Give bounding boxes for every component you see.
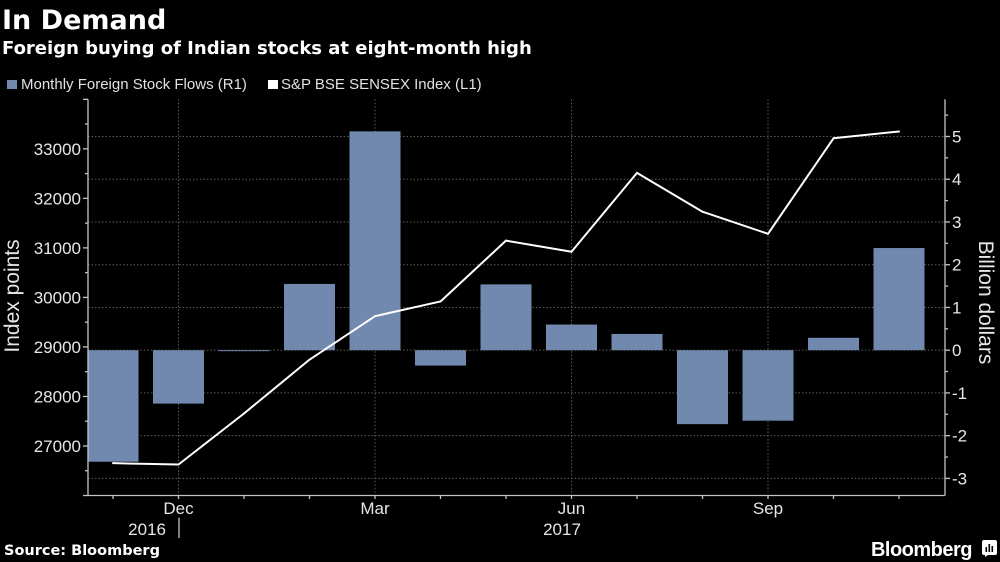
- legend-label-foreign-flows: Monthly Foreign Stock Flows (R1): [21, 76, 247, 93]
- sensex-point: [505, 239, 507, 242]
- foreign-flow-bar: [349, 131, 401, 351]
- legend-swatch-sensex: [268, 79, 278, 89]
- right-axis-tick-label: -1: [952, 384, 967, 403]
- foreign-flow-bars: [87, 131, 925, 462]
- foreign-flow-bar: [611, 333, 663, 351]
- brand-logo-text: Bloomberg: [870, 539, 973, 561]
- chart-subtitle: Foreign buying of Indian stocks at eight…: [2, 38, 532, 59]
- left-axis-tick-label: 27000: [34, 437, 81, 456]
- x-axis-month-label: Mar: [360, 499, 390, 518]
- left-axis-tick-label: 29000: [34, 338, 81, 357]
- foreign-flow-bar: [808, 337, 859, 351]
- x-axis-month-label: Dec: [163, 499, 194, 518]
- foreign-flow-bar: [677, 350, 728, 425]
- sensex-point: [374, 315, 376, 318]
- left-axis-tick-label: 32000: [34, 189, 81, 208]
- sensex-point: [832, 137, 835, 140]
- right-axis-tick-label: 5: [952, 127, 961, 146]
- right-axis-tick-label: 4: [952, 170, 961, 189]
- foreign-flow-bar: [153, 350, 204, 404]
- right-axis-tick-label: -3: [952, 469, 967, 488]
- foreign-flow-bar: [284, 283, 335, 351]
- right-axis-tick-label: 2: [952, 256, 961, 275]
- gridlines: [88, 99, 945, 496]
- sensex-point: [701, 210, 704, 213]
- foreign-flow-bar: [546, 324, 597, 351]
- sensex-point: [570, 250, 573, 253]
- left-axis-title: Index points: [1, 239, 24, 352]
- left-axis-tick-label: 28000: [34, 387, 81, 406]
- x-axis-month-label: Jun: [558, 499, 585, 518]
- right-axis-tick-label: -2: [952, 427, 967, 446]
- right-axis-tick-label: 1: [952, 298, 961, 317]
- sensex-point: [439, 300, 442, 303]
- legend-label-sensex: S&P BSE SENSEX Index (L1): [281, 76, 482, 93]
- sensex-point: [898, 130, 900, 133]
- sensex-point: [112, 462, 114, 465]
- x-axis-year-label: 2017: [543, 520, 581, 539]
- foreign-flow-bar: [480, 284, 532, 351]
- sensex-series: [112, 130, 900, 466]
- chart-title: In Demand: [2, 5, 167, 36]
- right-axis-tick-label: 3: [952, 213, 961, 232]
- sensex-point: [243, 412, 245, 415]
- x-axis-month-label: Sep: [753, 499, 783, 518]
- foreign-flow-bar: [87, 350, 139, 462]
- sensex-point: [767, 232, 769, 235]
- sensex-point: [177, 463, 180, 466]
- left-axis-tick-label: 30000: [34, 288, 81, 307]
- source-note: Source: Bloomberg: [4, 543, 160, 559]
- foreign-flow-bar: [873, 248, 925, 351]
- axes: 27000 28000 29000 30000 31000 32000 33000 -3 -2 -…: [1, 98, 997, 539]
- legend-swatch-foreign-flows: [7, 79, 17, 89]
- bloomberg-chart-icon: [982, 540, 997, 557]
- foreign-flow-bar: [742, 350, 794, 421]
- left-axis-tick-label: 33000: [34, 140, 81, 159]
- sensex-point: [636, 171, 638, 174]
- foreign-flow-bar: [415, 350, 466, 366]
- x-axis-year-label: 2016: [128, 520, 166, 539]
- right-axis-title: Billion dollars: [974, 241, 997, 365]
- foreign-flow-bar: [218, 350, 270, 352]
- right-axis-tick-label: 0: [952, 341, 961, 360]
- sensex-point: [308, 358, 311, 361]
- left-axis-tick-label: 31000: [34, 239, 81, 258]
